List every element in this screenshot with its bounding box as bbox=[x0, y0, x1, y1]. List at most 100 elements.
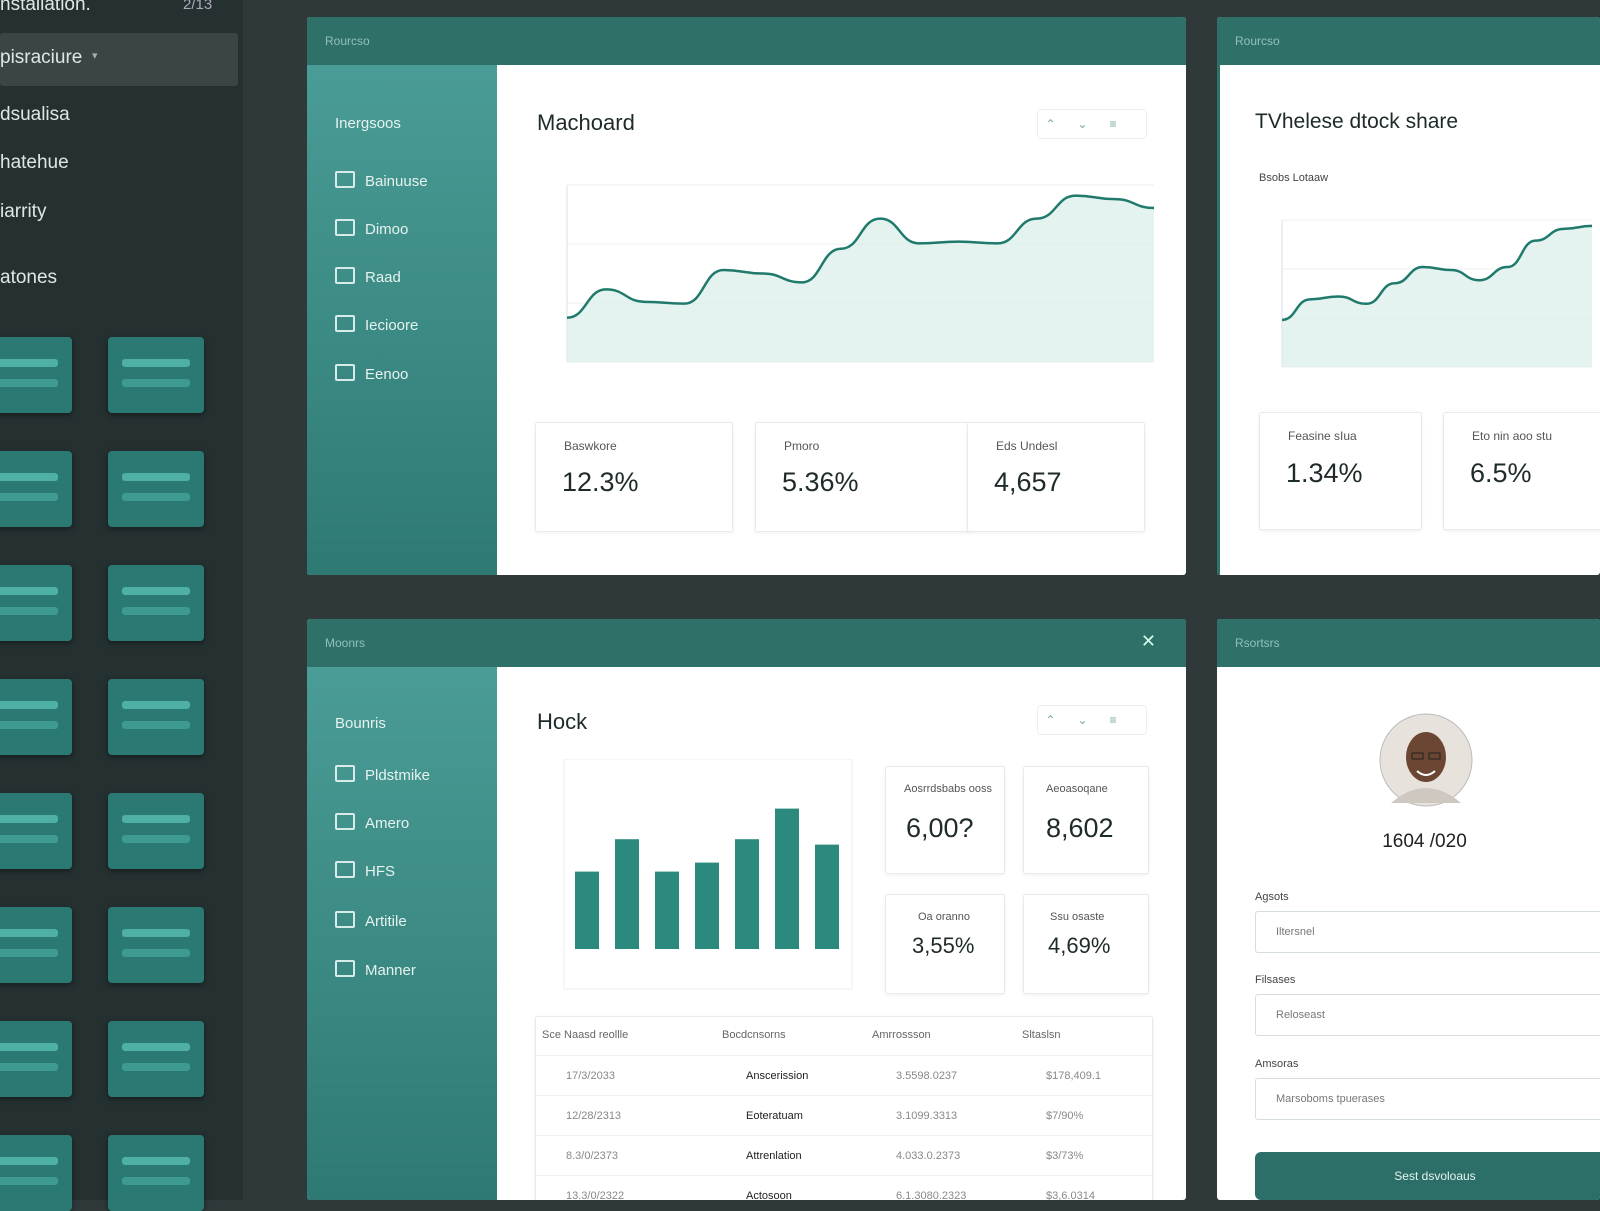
side-item[interactable]: dsualisa bbox=[0, 104, 70, 125]
nav-label: Manner bbox=[365, 962, 416, 979]
table-cell: $3/73% bbox=[1046, 1150, 1084, 1162]
table: Sce Naasd reollle Bocdcnsorns Amrrossson Sl… bbox=[535, 1016, 1153, 1200]
nav-item[interactable]: Artitile bbox=[335, 911, 407, 930]
badge: 2/13 bbox=[183, 0, 213, 13]
stat-card: Pmoro 5.36% bbox=[755, 422, 970, 532]
tile[interactable] bbox=[108, 679, 204, 755]
tile[interactable] bbox=[0, 1135, 72, 1211]
line-series bbox=[1281, 224, 1593, 322]
panel-title: TVhelese dtock share bbox=[1255, 110, 1459, 133]
table-cell: 3.5598.0237 bbox=[896, 1070, 958, 1082]
nav-item[interactable]: Pldstmike bbox=[335, 765, 430, 784]
sidebar-title: nstallation. bbox=[0, 0, 91, 15]
avatar[interactable] bbox=[1379, 713, 1473, 807]
text-input[interactable]: Iltersnel bbox=[1255, 911, 1600, 953]
close-button[interactable]: ✕ bbox=[1140, 631, 1156, 651]
divider bbox=[1217, 65, 1220, 575]
nav-item[interactable]: Iecioore bbox=[335, 315, 418, 334]
side-item[interactable]: iarrity bbox=[0, 201, 47, 222]
submit-button[interactable]: Sest dsvoloaus bbox=[1255, 1152, 1600, 1200]
table-row[interactable]: 17/3/2033 Anscerission 3.5598.0237 $178,409… bbox=[536, 1055, 1152, 1095]
stat-value: 3,55% bbox=[912, 933, 975, 958]
table-cell: $3,6.0314 bbox=[1046, 1190, 1095, 1200]
stat-card: Aosrrdsbabs ooss 6,00? bbox=[885, 766, 1005, 874]
table-cell: 12/28/2313 bbox=[566, 1110, 622, 1122]
area-fill bbox=[1282, 225, 1592, 367]
column-header: Amrrossson bbox=[872, 1029, 931, 1041]
table-row[interactable]: 8.3/0/2373 Attrenlation 4.033.0.2373 $3/73% bbox=[536, 1135, 1152, 1175]
tile[interactable] bbox=[0, 451, 72, 527]
tile[interactable] bbox=[108, 451, 204, 527]
panel-header: Moonrs ✕ bbox=[307, 619, 1186, 667]
side-item[interactable]: atones bbox=[0, 267, 58, 288]
text-input[interactable]: Marsoboms tpuerases bbox=[1255, 1078, 1600, 1120]
table-cell: 3.1099.3313 bbox=[896, 1110, 958, 1122]
nav-label: Amero bbox=[365, 815, 410, 832]
table-cell: 13.3/0/2322 bbox=[566, 1190, 625, 1200]
bar bbox=[575, 871, 599, 949]
nav-label: Pldstmike bbox=[365, 767, 431, 784]
toolbar[interactable]: ⌃⌄≡ bbox=[1037, 109, 1147, 139]
nav-item[interactable]: Amero bbox=[335, 813, 409, 832]
stat-value: 6.5% bbox=[1470, 458, 1532, 488]
nav: Bounris Pldstmike Amero HFS Artitile Man… bbox=[307, 667, 497, 1200]
panel-title: Hock bbox=[537, 709, 588, 734]
stat-card: Aeoasoqane 8,602 bbox=[1023, 766, 1149, 874]
table-cell: Eoteratuam bbox=[746, 1110, 803, 1122]
placeholder: Iltersnel bbox=[1276, 926, 1315, 938]
stat-label: Aeoasoqane bbox=[1046, 783, 1108, 795]
tile[interactable] bbox=[108, 565, 204, 641]
tile[interactable] bbox=[108, 1135, 204, 1211]
panel-header: Rsortsrs bbox=[1217, 619, 1600, 667]
stat-value: 4,657 bbox=[994, 467, 1062, 497]
placeholder: Reloseast bbox=[1276, 1009, 1325, 1021]
stat-value: 12.3% bbox=[562, 467, 639, 497]
stat-card: Feasine sIua 1.34% bbox=[1259, 412, 1422, 530]
nav: Inergsoos Bainuuse Dimoo Raad Iecioore E… bbox=[307, 65, 497, 575]
nav-label: Dimoo bbox=[365, 221, 409, 238]
line-chart bbox=[566, 184, 1155, 363]
nav-label: Iecioore bbox=[365, 317, 419, 334]
nav-item[interactable]: Dimoo bbox=[335, 219, 408, 238]
panel-title: Machoard bbox=[537, 110, 635, 135]
column-header: Sltaslsn bbox=[1022, 1029, 1061, 1041]
field-label: Amsoras bbox=[1255, 1058, 1299, 1070]
nav-item[interactable]: Raad bbox=[335, 267, 401, 286]
toolbar[interactable]: ⌃⌄≡ bbox=[1037, 705, 1147, 735]
tile[interactable] bbox=[0, 565, 72, 641]
sidebar: nstallation. 2/13 pisraciure ▾ dsualisa h… bbox=[0, 0, 243, 1211]
tile[interactable] bbox=[0, 907, 72, 983]
header-label: Moonrs bbox=[325, 636, 366, 650]
tile[interactable] bbox=[108, 1021, 204, 1097]
nav-title: Bounris bbox=[335, 715, 386, 732]
bar bbox=[815, 844, 839, 949]
selected-item[interactable]: pisraciure ▾ bbox=[0, 33, 238, 86]
table-row[interactable]: 12/28/2313 Eoteratuam 3.1099.3313 $7/90% bbox=[536, 1095, 1152, 1135]
nav-title: Inergsoos bbox=[335, 115, 401, 132]
line-chart bbox=[1281, 219, 1593, 368]
nav-item[interactable]: HFS bbox=[335, 861, 395, 880]
tile[interactable] bbox=[108, 793, 204, 869]
nav-item[interactable]: Manner bbox=[335, 960, 416, 979]
text-input[interactable]: Reloseast bbox=[1255, 994, 1600, 1036]
tile[interactable] bbox=[0, 679, 72, 755]
nav-item[interactable]: Bainuuse bbox=[335, 171, 428, 190]
tile[interactable] bbox=[108, 337, 204, 413]
chart-frame bbox=[563, 759, 853, 990]
tile[interactable] bbox=[0, 337, 72, 413]
bar bbox=[655, 871, 679, 949]
nav-item[interactable]: Eenoo bbox=[335, 364, 408, 383]
tile[interactable] bbox=[0, 1021, 72, 1097]
field-label: Filsases bbox=[1255, 974, 1296, 986]
stat-label: Baswkore bbox=[564, 439, 617, 453]
table-row[interactable]: 13.3/0/2322 Actosoon 6.1.3080.2323 $3,6.031… bbox=[536, 1175, 1152, 1200]
stat-label: Aosrrdsbabs ooss bbox=[904, 783, 993, 795]
column-header: Bocdcnsorns bbox=[722, 1029, 786, 1041]
tile[interactable] bbox=[108, 907, 204, 983]
tile[interactable] bbox=[0, 793, 72, 869]
side-item[interactable]: hatehue bbox=[0, 152, 69, 173]
field-label: Agsots bbox=[1255, 891, 1289, 903]
profile-name: 1604 /020 bbox=[1382, 831, 1467, 852]
stat-value: 1.34% bbox=[1286, 458, 1363, 488]
